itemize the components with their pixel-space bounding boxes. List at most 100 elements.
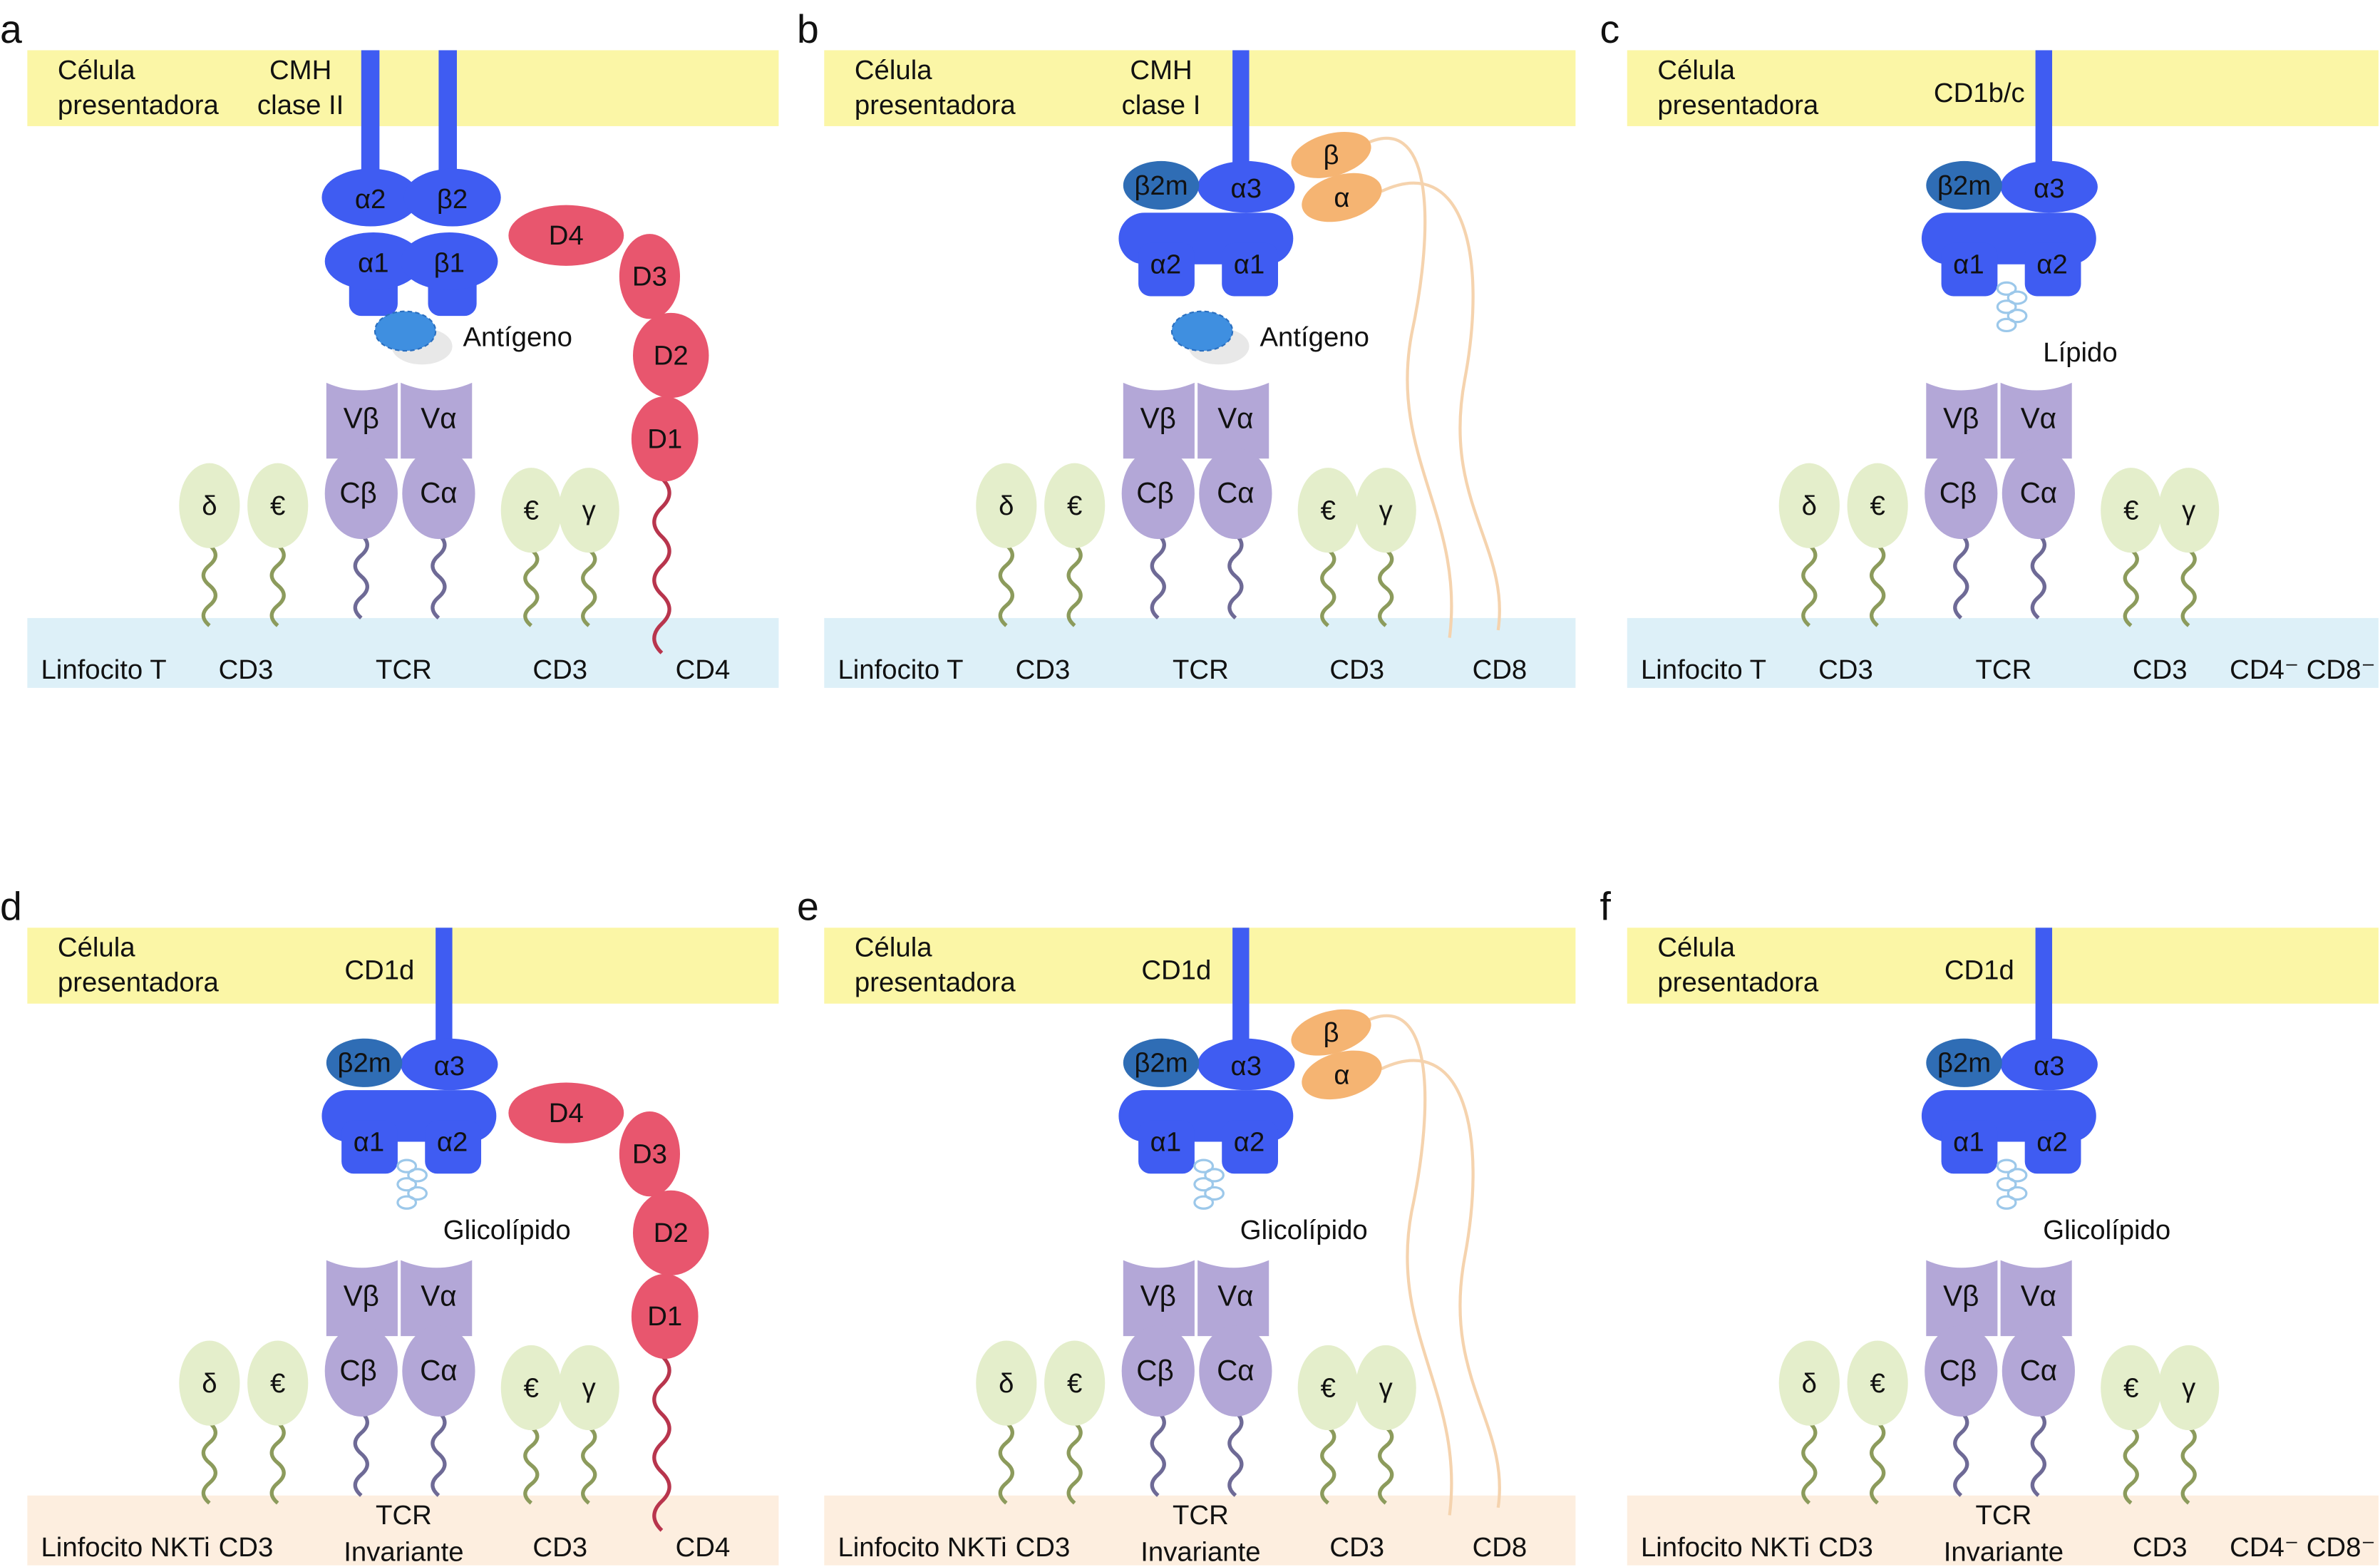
cd4-tail — [652, 1354, 671, 1532]
cd3-domain-label: γ — [1379, 495, 1394, 525]
mhc-domain-label: α1 — [1953, 250, 1984, 280]
v-beta-label: Vβ — [1943, 1280, 1979, 1312]
cd3-domain-label: € — [270, 490, 285, 521]
cd4-domain-label: D1 — [647, 1301, 682, 1332]
cd4-domain-label: D2 — [654, 1218, 689, 1248]
cd8-beta-domain — [1291, 131, 1371, 178]
tcr-alpha-tail — [2030, 533, 2047, 620]
c-beta-domain — [324, 448, 398, 540]
b2m-label: β2m — [1134, 170, 1188, 201]
mhc-left-leg — [1941, 242, 1998, 297]
v-alpha-domain — [2000, 382, 2072, 459]
c-alpha-label: Cα — [420, 476, 458, 509]
tcr-alpha-tail — [1227, 533, 1244, 620]
cd3-label: CD3 — [1016, 654, 1071, 685]
cd4-domain — [632, 1190, 709, 1275]
cd4-domain-label: D4 — [549, 220, 584, 251]
v-beta-domain — [1926, 382, 1998, 459]
ligand-label: Glicolípido — [2043, 1215, 2170, 1245]
tcr-label: TCR — [1976, 654, 2032, 685]
c-beta-domain — [1925, 448, 1998, 540]
b2m-label: β2m — [1937, 170, 1991, 201]
b2m-domain — [326, 1038, 403, 1087]
mhc-left-leg — [1138, 242, 1195, 297]
cd3-chain: γ — [1355, 468, 1416, 627]
tcr-beta-tail — [353, 1410, 369, 1497]
cd3-domain — [976, 1340, 1037, 1426]
c-beta-label: Cβ — [1939, 476, 1977, 509]
alpha3-label: α3 — [1231, 173, 1262, 204]
c-alpha-domain — [2002, 1325, 2075, 1417]
cd3-domain-label: € — [1321, 1372, 1336, 1403]
mhc-stalk — [1232, 928, 1250, 1049]
cd3-domain — [1355, 468, 1416, 553]
cd3-domain-label: δ — [999, 490, 1014, 521]
cd3-domain-label: € — [2123, 495, 2138, 525]
cd3-domain — [1044, 1340, 1106, 1426]
cd3-label: CD3 — [2133, 1532, 2188, 1563]
cd4-domain — [632, 312, 709, 399]
mhc-left-leg — [341, 1120, 398, 1174]
c-alpha-label: Cα — [1217, 1354, 1255, 1387]
lipid-icon — [1996, 1158, 2028, 1210]
cd3-tail — [1378, 548, 1394, 627]
cd3-label: CD3 — [532, 1532, 587, 1563]
mhc-alpha-stalk — [361, 50, 380, 187]
coreceptor-label: CD4⁻ CD8⁻ — [2230, 654, 2375, 685]
lipid-icon — [396, 1158, 428, 1210]
cd3-tail — [998, 1421, 1014, 1505]
tcr: Vβ Vα Cβ Cα — [1925, 382, 2075, 620]
cd4-domain — [631, 396, 699, 482]
cd3-label: CD3 — [219, 1532, 274, 1563]
cd3-domain-label: δ — [1802, 1368, 1817, 1399]
b2m-domain — [1123, 160, 1200, 210]
mhc-domain-label: α2 — [355, 184, 386, 215]
mhc-domain-label: α2 — [2036, 250, 2067, 280]
cd3-chain: γ — [2158, 468, 2220, 627]
mhc-label: CMH — [1130, 55, 1192, 86]
tcr-alpha-tail — [431, 1410, 447, 1497]
mhc-right-leg — [2024, 1120, 2081, 1174]
lymphocyte-label: Linfocito T — [41, 654, 166, 685]
cd3-tail — [523, 1425, 540, 1505]
cd3-chain: € — [1297, 468, 1359, 627]
ligand-label: Antígeno — [463, 322, 572, 353]
cd3-tail — [1378, 1425, 1394, 1505]
presenting-cell-label: presentadora — [58, 90, 220, 120]
cd3-tail — [2180, 548, 2197, 627]
b2m-domain — [1926, 1038, 2002, 1087]
cd3-domain — [558, 1345, 619, 1431]
tcr-label: TCR — [376, 1500, 432, 1531]
b2m-label: β2m — [337, 1048, 391, 1079]
presenting-cell-label: Célula — [855, 55, 932, 86]
mhc-stalk — [2035, 928, 2053, 1049]
v-alpha-label: Vα — [2021, 1280, 2056, 1312]
c-beta-label: Cβ — [339, 476, 376, 509]
cd3-tail — [1801, 543, 1818, 627]
cd3-domain — [247, 463, 309, 548]
cd3-label: CD3 — [1329, 1532, 1384, 1563]
lymphocyte-label: Linfocito NKTi — [41, 1532, 210, 1563]
presenting-cell-membrane — [1627, 928, 2379, 1004]
c-beta-label: Cβ — [1939, 1354, 1977, 1387]
cd3-chain: δ — [179, 463, 240, 627]
cd3-tail — [269, 1421, 286, 1505]
cd4-domain-label: D2 — [654, 340, 689, 371]
cd3-domain-label: € — [524, 495, 539, 525]
cd8-alpha-stalk — [1380, 1059, 1501, 1509]
cd8-alpha-domain — [1302, 173, 1382, 222]
cd4-tail — [652, 477, 671, 654]
presenting-cell-membrane — [824, 928, 1576, 1004]
tcr: Vβ Vα Cβ Cα — [324, 1260, 475, 1497]
cd3-label: CD3 — [1818, 1532, 1873, 1563]
alpha3-label: α3 — [1231, 1051, 1262, 1082]
cd3-domain — [500, 468, 562, 553]
mhc-domain-label: α1 — [1953, 1126, 1984, 1157]
cd8-alpha-domain — [1302, 1050, 1382, 1100]
mhc-right-leg — [1222, 1120, 1279, 1174]
cd3-domain-label: € — [524, 1372, 539, 1403]
tcr-alpha-tail — [2030, 1410, 2047, 1497]
cd3-chain: δ — [1778, 463, 1840, 627]
cd3-tail — [1066, 1421, 1083, 1505]
coreceptor-label: CD8 — [1473, 654, 1528, 685]
